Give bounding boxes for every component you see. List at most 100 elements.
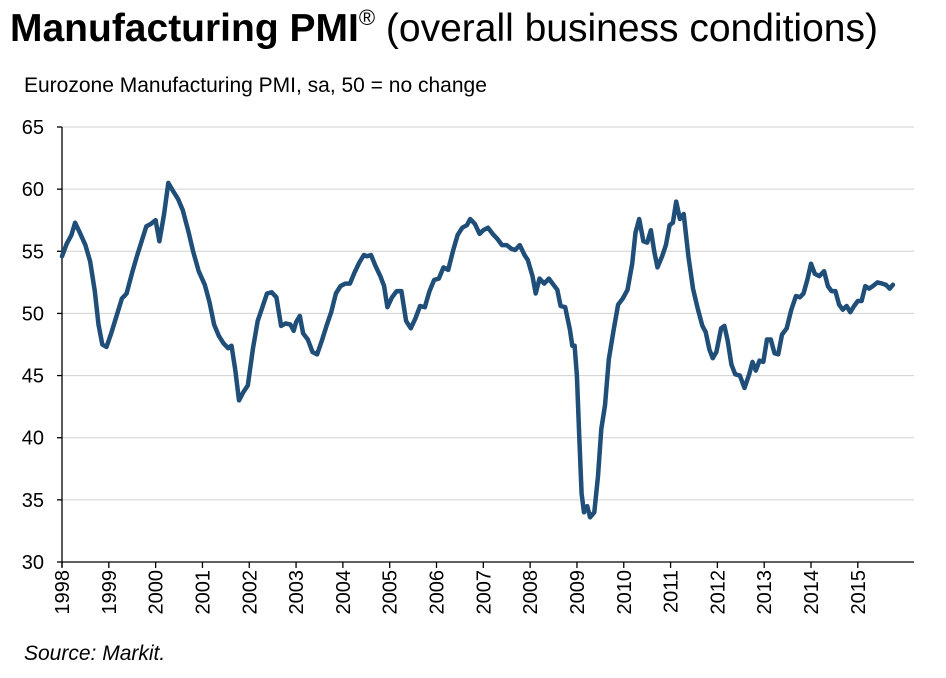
data-point — [672, 222, 674, 224]
x-tick-label: 2004 — [333, 570, 355, 615]
data-point — [781, 334, 783, 336]
data-point — [366, 255, 368, 257]
registered-mark: ® — [358, 5, 376, 30]
data-point — [330, 311, 332, 313]
x-tick-label: 2005 — [380, 570, 402, 615]
data-point — [295, 321, 297, 323]
data-point — [626, 289, 629, 291]
data-point — [213, 324, 215, 326]
data-point — [823, 270, 825, 272]
data-point — [163, 213, 165, 215]
x-tick-label: 2001 — [192, 570, 214, 615]
data-point — [410, 327, 412, 329]
x-tick-label: 2006 — [427, 570, 449, 615]
data-point — [574, 345, 576, 347]
x-tick-label: 2014 — [801, 570, 823, 615]
data-point — [126, 292, 128, 295]
data-point — [510, 248, 512, 250]
data-point — [770, 338, 772, 341]
data-point — [261, 306, 263, 308]
data-point — [433, 279, 435, 281]
data-point — [238, 399, 240, 401]
data-point — [247, 384, 249, 387]
data-point — [712, 357, 714, 359]
data-point — [400, 290, 402, 292]
data-point — [665, 244, 667, 246]
data-point — [631, 263, 633, 265]
y-tick-label: 45 — [22, 366, 44, 388]
data-point — [115, 317, 117, 319]
gridlines — [62, 126, 914, 501]
x-tick-label: 2007 — [473, 570, 495, 615]
data-point — [834, 290, 837, 292]
data-point — [461, 227, 463, 229]
data-point — [642, 240, 645, 242]
data-point — [604, 404, 606, 406]
data-point — [383, 285, 385, 287]
data-point — [482, 229, 484, 231]
data-point — [576, 375, 578, 377]
x-tick-label: 2011 — [661, 570, 683, 613]
data-point — [758, 360, 761, 362]
data-point — [864, 285, 866, 287]
data-point — [669, 224, 671, 226]
data-point — [692, 288, 694, 290]
data-point — [519, 244, 521, 246]
chart-subtitle: Eurozone Manufacturing PMI, sa, 50 = no … — [24, 74, 487, 97]
data-point — [876, 281, 879, 283]
data-point — [307, 338, 309, 341]
data-point — [452, 250, 454, 252]
data-point — [656, 266, 659, 268]
data-point — [506, 244, 508, 246]
data-point — [271, 291, 273, 293]
data-point — [158, 240, 160, 242]
data-point — [720, 327, 722, 329]
data-point — [723, 325, 726, 327]
data-point — [230, 345, 233, 347]
chart-title: Manufacturing PMI® (overall business con… — [10, 5, 878, 51]
data-point — [799, 296, 801, 298]
data-point — [849, 311, 851, 313]
data-point — [457, 234, 459, 236]
data-point — [589, 516, 591, 518]
data-point — [141, 240, 143, 242]
data-point — [84, 244, 86, 246]
data-point — [790, 309, 792, 311]
data-point — [806, 279, 808, 281]
data-point — [198, 270, 200, 272]
data-point — [675, 201, 677, 203]
y-tick-label: 60 — [22, 179, 44, 201]
data-point — [379, 275, 381, 277]
x-tick-label: 2012 — [707, 570, 729, 615]
data-point — [786, 327, 788, 329]
data-point — [846, 305, 848, 307]
data-point — [252, 347, 254, 349]
data-point — [447, 269, 449, 271]
data-point — [496, 238, 498, 240]
data-point — [831, 290, 833, 292]
data-point — [872, 285, 874, 287]
data-point — [581, 493, 583, 495]
data-point — [838, 304, 840, 306]
data-point — [827, 285, 829, 287]
data-point — [428, 290, 431, 292]
data-point — [61, 255, 63, 257]
data-point — [227, 347, 229, 349]
data-point — [424, 306, 426, 308]
data-point — [94, 290, 96, 292]
data-point — [311, 351, 314, 353]
data-point — [66, 243, 68, 245]
series-line-pmi — [59, 180, 896, 520]
data-point — [578, 437, 580, 439]
data-point — [121, 297, 123, 300]
data-point — [810, 263, 812, 265]
data-point — [479, 233, 481, 235]
data-point — [881, 283, 883, 285]
data-point — [414, 317, 416, 319]
data-point — [110, 332, 112, 334]
data-point — [569, 329, 571, 331]
source-note: Source: Markit. — [24, 642, 166, 665]
data-point — [653, 250, 655, 252]
data-point — [885, 284, 887, 286]
data-point — [564, 306, 566, 308]
